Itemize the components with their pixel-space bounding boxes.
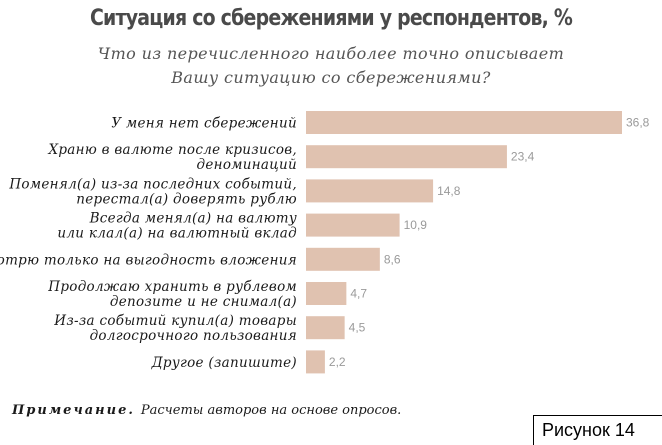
footnote-heading: Примечание. xyxy=(12,403,135,418)
bar-7 xyxy=(306,316,345,340)
category-label-8-line-1: Другое (запишите) xyxy=(151,355,297,371)
bar-value-label-1: 36,8 xyxy=(626,116,650,130)
category-label-2-line-2: деноминаций xyxy=(196,157,297,173)
chart-subtitle-line-1: Что из перечисленного наиболее точно опи… xyxy=(97,44,565,63)
category-label-6-line-1: Продолжаю хранить в рублевом xyxy=(47,279,297,295)
bar-chart: 36,8 У меня нет сбережений 23,4 Храню в вал… xyxy=(0,111,650,374)
bar-value-label-6: 4,7 xyxy=(350,287,367,301)
category-label-3-line-1: Поменял(а) из-за последних событий, xyxy=(8,176,297,192)
bar-value-label-4: 10,9 xyxy=(404,218,428,232)
bar-8 xyxy=(306,350,325,374)
chart-title: Ситуация со сбережениями у респондентов,… xyxy=(89,6,573,31)
bar-2 xyxy=(306,145,507,169)
bar-value-label-3: 14,8 xyxy=(437,184,461,198)
bar-value-label-8: 2,2 xyxy=(329,355,346,369)
category-label-5-line-1: Смотрю только на выгодность вложения xyxy=(0,252,297,268)
bar-6 xyxy=(306,282,347,305)
category-label-3-line-2: перестал(а) доверять рублю xyxy=(76,191,297,207)
category-label-4-line-1: Всегда менял(а) на валюту xyxy=(89,211,297,227)
category-label-6-line-2: депозите и не снимал(а) xyxy=(110,294,297,310)
bar-value-label-2: 23,4 xyxy=(511,150,535,164)
bar-value-label-7: 4,5 xyxy=(349,321,366,335)
category-label-2-line-1: Храню в валюте после кризисов, xyxy=(47,142,297,158)
chart-subtitle-line-2: Вашу ситуацию со сбережениями? xyxy=(171,68,491,87)
bar-value-label-5: 8,6 xyxy=(384,252,401,266)
bar-3 xyxy=(306,179,434,203)
figure-caption-box: Рисунок 14 xyxy=(533,415,662,445)
category-label-1-line-1: У меня нет сбережений xyxy=(111,116,297,132)
bar-1 xyxy=(306,111,622,134)
category-label-7-line-1: Из-за событий купил(а) товары xyxy=(53,313,297,329)
category-label-4-line-2: или клал(а) на валютный вклад xyxy=(57,226,297,242)
category-label-7-line-2: долгосрочного пользования xyxy=(90,328,297,344)
bar-4 xyxy=(306,213,400,237)
footnote: Примечание. Расчеты авторов на основе опр… xyxy=(12,403,401,418)
bar-5 xyxy=(306,247,380,271)
footnote-text: Расчеты авторов на основе опросов. xyxy=(140,403,402,418)
figure-caption: Рисунок 14 xyxy=(542,420,635,440)
